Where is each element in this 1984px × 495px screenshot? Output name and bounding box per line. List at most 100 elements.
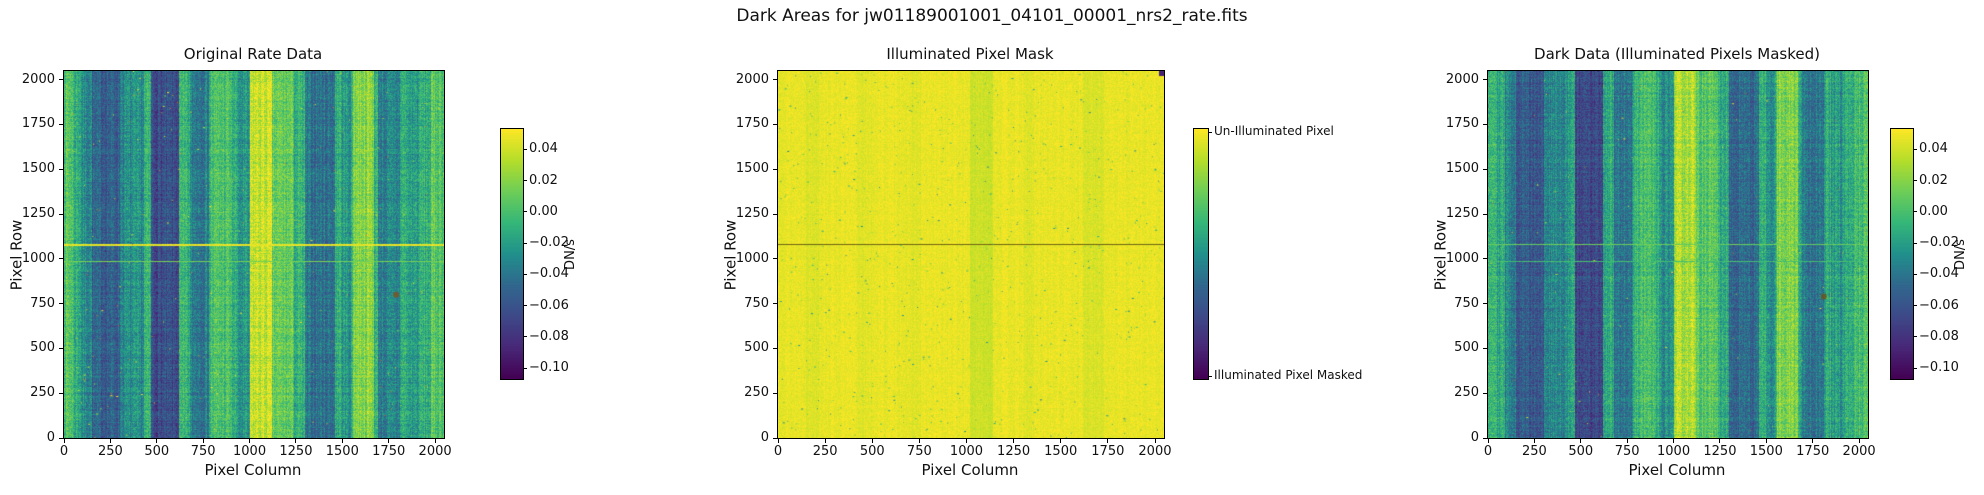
- y-tick-mark: [773, 437, 777, 439]
- x-tick-label: 0: [773, 444, 783, 459]
- x-tick-label: 750: [190, 444, 216, 459]
- colorbar-tick-mark: [1914, 305, 1917, 307]
- x-tick-mark: [1013, 439, 1015, 443]
- y-tick-label: 1000: [735, 250, 769, 266]
- colorbar-axes-2: [1193, 128, 1209, 380]
- colorbar-tick-label: −0.10: [1919, 360, 1959, 376]
- y-tick-mark: [773, 303, 777, 305]
- x-tick-label: 500: [1568, 444, 1594, 459]
- colorbar-tick-mark: [1914, 148, 1917, 150]
- colorbar-tick-mark: [1914, 367, 1917, 369]
- y-tick-label: 250: [1454, 385, 1479, 401]
- x-tick-mark: [1719, 439, 1721, 443]
- axes-dark-data: [1487, 70, 1869, 439]
- colorbar-tick-mark: [1914, 336, 1917, 338]
- y-tick-label: 1250: [735, 206, 769, 221]
- y-tick-label: 1250: [1445, 206, 1479, 221]
- colorbar-axes-3: [1890, 128, 1914, 380]
- x-tick-mark: [1580, 439, 1582, 443]
- x-tick-label: 250: [812, 444, 838, 459]
- x-axis-label-panel-1: Pixel Column: [204, 461, 302, 479]
- colorbar-tick-label: −0.02: [529, 235, 569, 251]
- axes-original-rate-data: [63, 70, 445, 439]
- y-tick-label: 1500: [21, 161, 55, 177]
- x-tick-mark: [1765, 439, 1767, 443]
- axes-illuminated-pixel-mask: [777, 70, 1165, 439]
- x-tick-label: 1000: [949, 444, 984, 459]
- heatmap-original-rate-data: [64, 71, 444, 438]
- x-tick-mark: [109, 439, 111, 443]
- y-tick-mark: [1483, 79, 1487, 81]
- x-tick-label: 1000: [1657, 444, 1691, 459]
- colorbar-tick-label: −0.10: [529, 360, 569, 376]
- colorbar-axes-1: [500, 128, 524, 380]
- x-tick-mark: [1154, 439, 1156, 443]
- x-tick-mark: [434, 439, 436, 443]
- x-tick-label: 1250: [997, 444, 1031, 459]
- y-tick-mark: [1483, 123, 1487, 125]
- y-tick-label: 1500: [735, 161, 769, 177]
- x-tick-label: 1250: [1703, 444, 1737, 459]
- x-tick-label: 750: [1614, 444, 1640, 459]
- y-tick-mark: [59, 392, 63, 394]
- y-tick-mark: [59, 168, 63, 170]
- y-tick-mark: [1483, 168, 1487, 170]
- y-tick-mark: [59, 437, 63, 439]
- colorbar-tick-mark: [1914, 211, 1917, 213]
- y-tick-label: 250: [30, 385, 55, 401]
- y-tick-label: 2000: [735, 71, 769, 87]
- x-tick-mark: [824, 439, 826, 443]
- y-tick-label: 1750: [1445, 116, 1479, 132]
- colorbar-tick-mark: [524, 242, 527, 244]
- y-tick-label: 1750: [735, 116, 769, 132]
- y-tick-mark: [773, 392, 777, 394]
- colorbar-tick-mark: [1914, 273, 1917, 275]
- y-tick-mark: [773, 213, 777, 215]
- x-tick-mark: [1626, 439, 1628, 443]
- colorbar-tick-mark: [524, 211, 527, 213]
- y-tick-label: 2000: [21, 71, 55, 87]
- colorbar-tick-label: 0.02: [1919, 172, 1948, 188]
- x-tick-mark: [1107, 439, 1109, 443]
- y-tick-mark: [773, 79, 777, 81]
- x-tick-label: 1250: [279, 444, 313, 459]
- x-tick-label: 250: [1521, 444, 1547, 459]
- colorbar-tick-label: −0.06: [1919, 297, 1959, 313]
- colorbar-canvas-3: [1891, 129, 1913, 379]
- y-tick-mark: [59, 347, 63, 349]
- x-tick-mark: [156, 439, 158, 443]
- x-tick-label: 250: [97, 444, 123, 459]
- y-tick-label: 1500: [1445, 161, 1479, 177]
- x-tick-label: 0: [59, 444, 69, 459]
- y-tick-mark: [773, 168, 777, 170]
- y-tick-label: 250: [744, 385, 769, 401]
- y-tick-mark: [1483, 303, 1487, 305]
- y-tick-label: 750: [744, 295, 769, 311]
- colorbar-tick-mark: [524, 148, 527, 150]
- heatmap-illuminated-pixel-mask: [778, 71, 1164, 438]
- y-tick-mark: [1483, 347, 1487, 349]
- x-tick-label: 1750: [1796, 444, 1830, 459]
- x-tick-label: 1500: [1044, 444, 1078, 459]
- y-tick-mark: [1483, 437, 1487, 439]
- y-tick-label: 1750: [21, 116, 55, 132]
- x-tick-label: 2000: [418, 444, 452, 459]
- y-tick-label: 750: [1454, 295, 1479, 311]
- x-tick-label: 1500: [325, 444, 359, 459]
- x-tick-mark: [1487, 439, 1489, 443]
- x-tick-mark: [777, 439, 779, 443]
- y-tick-label: 500: [30, 340, 55, 356]
- colorbar-tick-mark: [1209, 375, 1212, 377]
- x-tick-mark: [1812, 439, 1814, 443]
- y-tick-label: 1000: [21, 250, 55, 266]
- x-tick-mark: [1858, 439, 1860, 443]
- y-tick-label: 1250: [21, 206, 55, 221]
- x-tick-mark: [918, 439, 920, 443]
- x-tick-mark: [63, 439, 65, 443]
- colorbar-tick-mark: [1914, 180, 1917, 182]
- colorbar-tick-label: 0.00: [1919, 203, 1948, 219]
- heatmap-dark-data: [1488, 71, 1868, 438]
- y-tick-mark: [59, 79, 63, 81]
- colorbar-tick-mark: [1209, 131, 1212, 133]
